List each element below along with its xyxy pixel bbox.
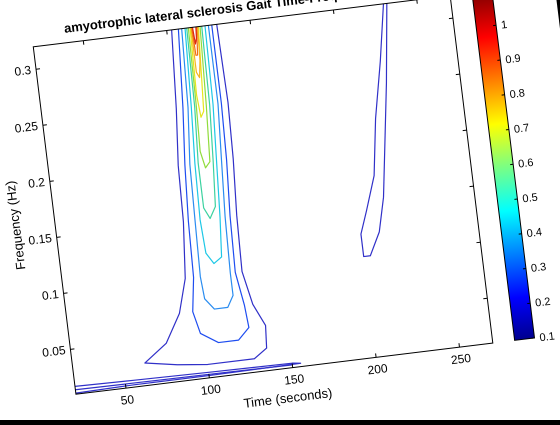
colorbar-tick-label: 0.4 <box>526 226 543 240</box>
colorbar-tick-label: 0.3 <box>530 261 547 275</box>
plot-area <box>33 0 493 394</box>
y-tick-label: 0.15 <box>28 231 53 248</box>
y-tick-label: 0.1 <box>41 287 60 303</box>
y-tick-label: 0.25 <box>14 119 39 136</box>
colorbar-tick-label: 0.2 <box>535 296 552 310</box>
colorbar-tick-label: 0.1 <box>539 331 556 345</box>
colorbar-tick-label: 0.6 <box>518 157 535 171</box>
x-tick-label: 250 <box>450 351 472 367</box>
y-tick-label: 0.2 <box>27 175 46 191</box>
colorbar-tick-label: 0.9 <box>505 53 522 67</box>
x-tick-label: 50 <box>120 392 135 408</box>
colorbar-tick-label: 0.8 <box>509 87 526 101</box>
x-tick-label: 100 <box>200 382 222 398</box>
colorbar-tick-label: 0.5 <box>522 192 539 206</box>
x-tick-label: 150 <box>283 371 305 387</box>
y-tick-label: 0.3 <box>14 63 33 79</box>
y-tick-label: 0.05 <box>41 343 66 360</box>
x-tick-label: 200 <box>367 361 389 377</box>
colorbar-tick-label: 0.7 <box>513 122 530 136</box>
